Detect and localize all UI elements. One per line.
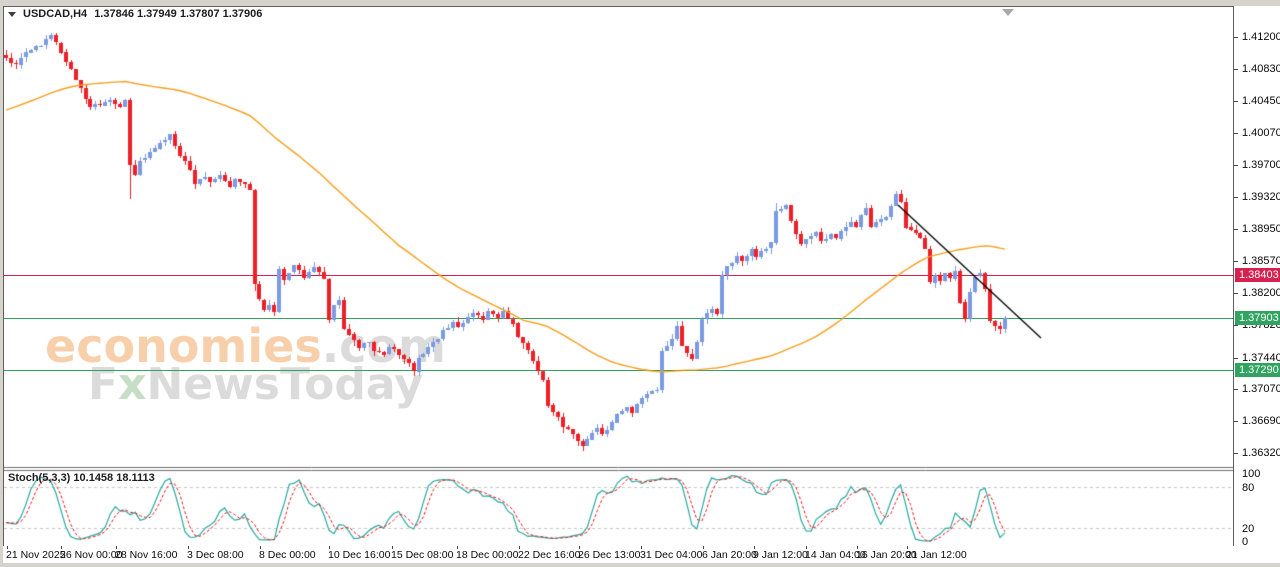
time-tick-label: 28 Nov 16:00 (115, 549, 178, 561)
time-tick-mark (7, 546, 8, 549)
price-tick-label: 1.41200 (1242, 31, 1280, 43)
plot-frame: economies.com FxNewsToday (3, 6, 1234, 547)
price-tick-mark (1234, 325, 1238, 326)
price-scale[interactable]: 1.41200 1.40830 1.40450 1.40070 1.39700 1.393… (1234, 6, 1280, 548)
price-tick-mark (1234, 453, 1238, 454)
price-tick-mark (1234, 165, 1238, 166)
time-tick-mark (806, 546, 807, 549)
price-tick-label: 1.39320 (1242, 191, 1280, 203)
price-tick-label: 1.36320 (1242, 447, 1280, 459)
time-tick-label: 21 Jan 12:00 (906, 549, 967, 561)
time-tick-label: 31 Dec 04:00 (640, 549, 703, 561)
price-tick-label: 1.37440 (1242, 352, 1280, 364)
time-tick-mark (457, 546, 458, 549)
price-tick-label: 1.40830 (1242, 63, 1280, 75)
time-tick-mark (392, 546, 393, 549)
price-level-badge: 1.37290 (1235, 363, 1280, 377)
collapse-triangle-icon[interactable] (8, 11, 16, 17)
time-tick-label: 15 Dec 08:00 (391, 549, 454, 561)
chart-title: USDCAD,H4 1.37846 1.37949 1.37807 1.3790… (8, 8, 262, 20)
time-tick-label: 26 Nov 00:00 (60, 549, 123, 561)
time-tick-label: 6 Jan 20:00 (702, 549, 757, 561)
stoch-scale-label: 100 (1242, 468, 1261, 480)
price-tick-mark (1234, 37, 1238, 38)
price-tick-label: 1.37070 (1242, 383, 1280, 395)
symbol-timeframe: USDCAD,H4 (23, 8, 88, 20)
time-tick-label: 26 Dec 13:00 (578, 549, 641, 561)
time-tick-mark (907, 546, 908, 549)
time-tick-mark (116, 546, 117, 549)
price-tick-label: 1.40070 (1242, 127, 1280, 139)
ohlc-values: 1.37846 1.37949 1.37807 1.37906 (94, 8, 263, 20)
price-tick-label: 1.40450 (1242, 95, 1280, 107)
time-tick-label: 16 Jan 20:00 (856, 549, 917, 561)
price-level-badge: 1.37903 (1235, 311, 1280, 325)
price-tick-label: 1.38200 (1242, 287, 1280, 299)
price-tick-mark (1234, 69, 1238, 70)
time-tick-mark (61, 546, 62, 549)
price-tick-mark (1234, 229, 1238, 230)
time-tick-mark (641, 546, 642, 549)
time-tick-mark (519, 546, 520, 549)
time-tick-label: 9 Jan 12:00 (753, 549, 808, 561)
price-tick-label: 1.38950 (1242, 223, 1280, 235)
time-tick-mark (188, 546, 189, 549)
price-level-badge: 1.38403 (1235, 268, 1280, 282)
time-tick-label: 8 Dec 00:00 (259, 549, 316, 561)
price-tick-mark (1234, 261, 1238, 262)
stoch-scale-label: 20 (1242, 523, 1255, 535)
price-tick-mark (1234, 421, 1238, 422)
price-tick-label: 1.38570 (1242, 255, 1280, 267)
time-tick-mark (260, 546, 261, 549)
price-tick-mark (1234, 133, 1238, 134)
stoch-scale-label: 0 (1242, 536, 1249, 548)
time-tick-mark (754, 546, 755, 549)
time-tick-label: 10 Dec 16:00 (328, 549, 391, 561)
time-scale[interactable]: 21 Nov 2025 26 Nov 00:00 28 Nov 16:00 3 Dec… (3, 546, 1280, 563)
price-tick-label: 1.39700 (1242, 159, 1280, 171)
chart-shift-marker-icon[interactable] (1002, 9, 1014, 16)
time-tick-label: 14 Jan 04:00 (805, 549, 866, 561)
price-tick-mark (1234, 293, 1238, 294)
time-tick-mark (329, 546, 330, 549)
price-tick-mark (1234, 101, 1238, 102)
stochastic-label: Stoch(5,3,3) 10.1458 18.1113 (8, 472, 155, 484)
price-tick-mark (1234, 358, 1238, 359)
time-tick-label: 3 Dec 08:00 (187, 549, 244, 561)
stoch-scale-label: 80 (1242, 482, 1255, 494)
time-tick-mark (703, 546, 704, 549)
candlestick-plot[interactable] (4, 7, 1233, 546)
price-tick-mark (1234, 389, 1238, 390)
time-tick-label: 22 Dec 16:00 (518, 549, 581, 561)
time-tick-mark (857, 546, 858, 549)
price-tick-mark (1234, 197, 1238, 198)
time-tick-label: 21 Nov 2025 (6, 549, 66, 561)
price-tick-label: 1.36690 (1242, 415, 1280, 427)
time-tick-mark (579, 546, 580, 549)
time-tick-label: 18 Dec 00:00 (456, 549, 519, 561)
